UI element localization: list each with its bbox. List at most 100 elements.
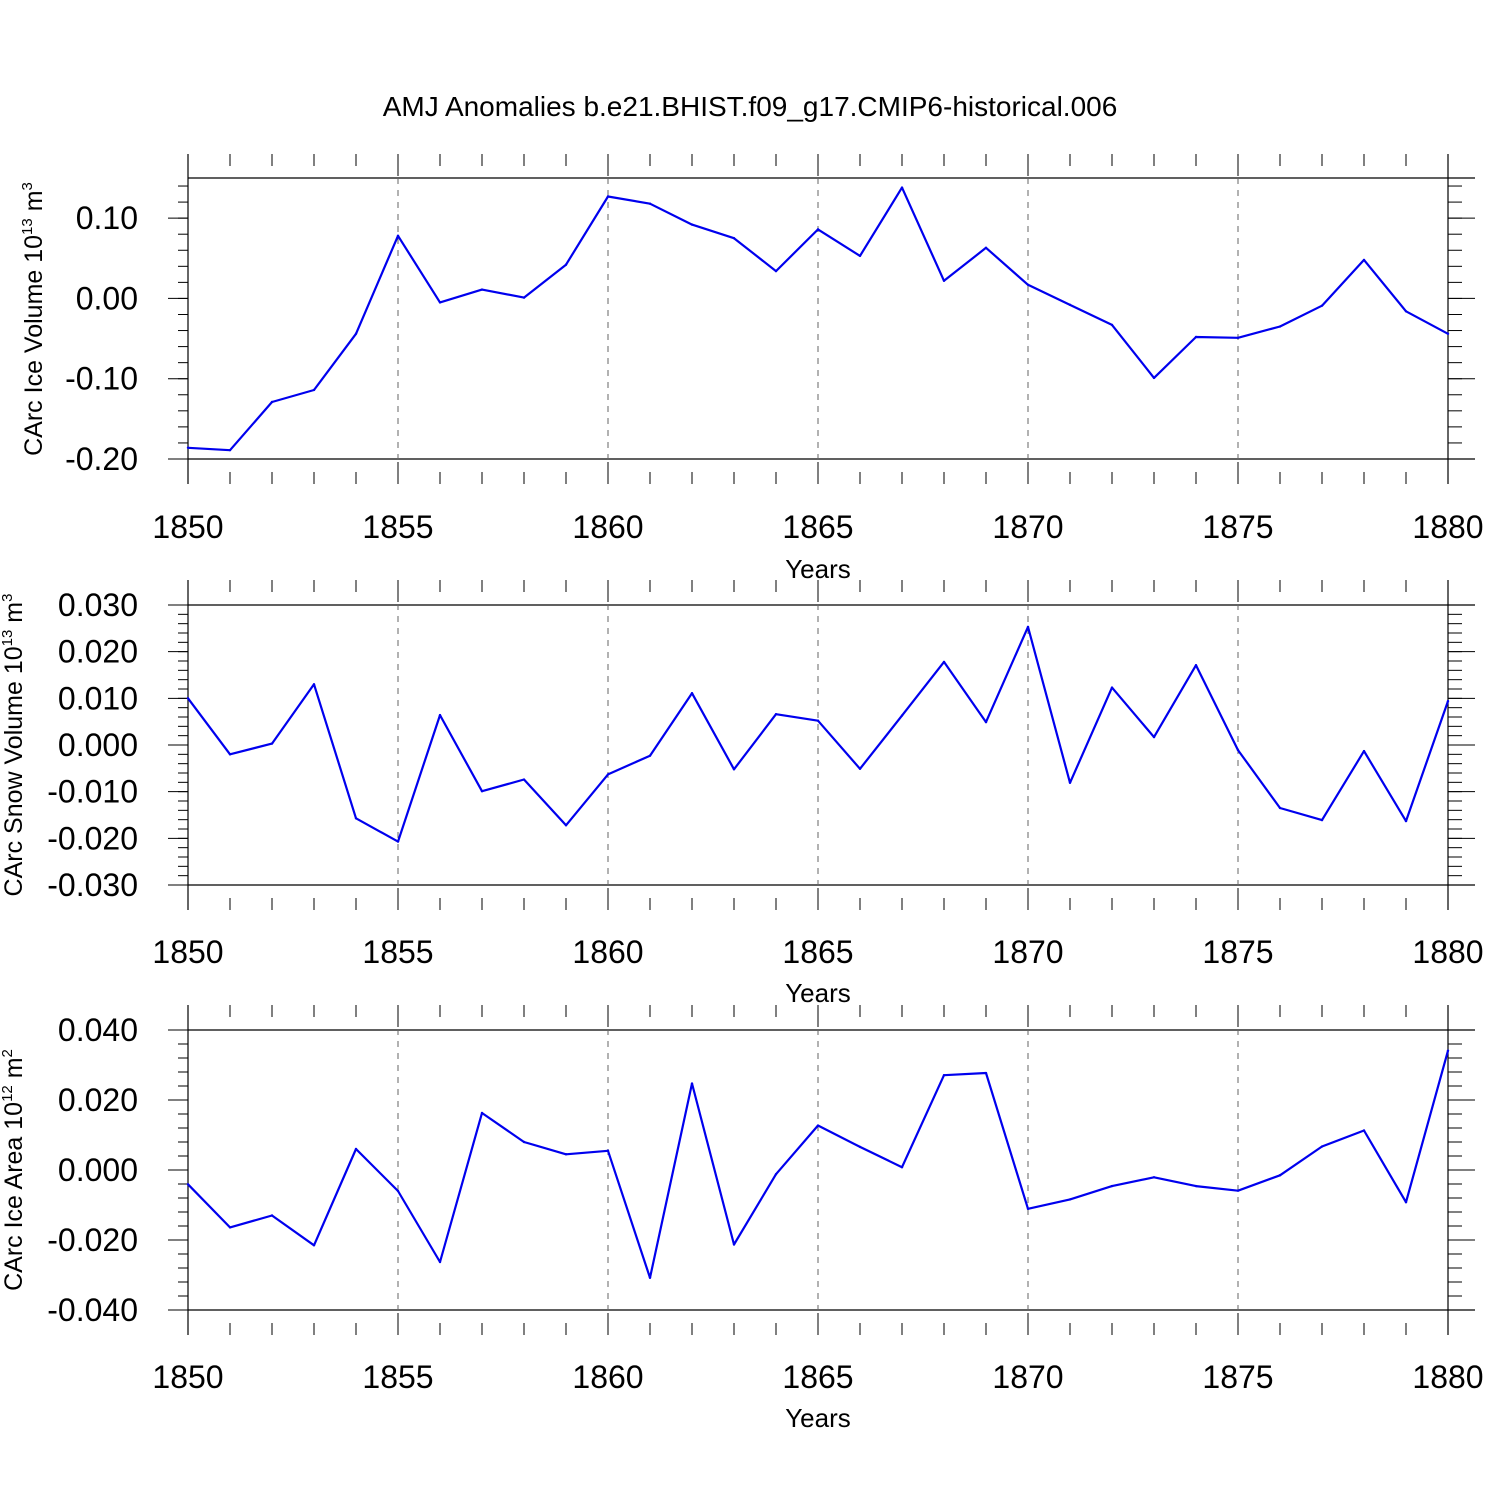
data-point xyxy=(1320,818,1324,822)
data-point xyxy=(1068,781,1072,784)
x-tick-label: 1875 xyxy=(1202,934,1273,970)
y-tick-label: -0.030 xyxy=(47,867,138,903)
data-point xyxy=(690,692,694,695)
data-point xyxy=(942,1073,946,1077)
data-point xyxy=(1404,819,1408,823)
data-point xyxy=(564,263,568,266)
data-point xyxy=(186,1183,190,1186)
data-point xyxy=(1068,303,1072,307)
data-point xyxy=(1320,1145,1324,1148)
data-point xyxy=(1110,323,1114,327)
data-point xyxy=(1236,1189,1240,1192)
data-point xyxy=(984,1071,988,1075)
data-point xyxy=(1068,1198,1072,1201)
data-point xyxy=(1404,310,1408,313)
data-point xyxy=(858,254,862,258)
data-point xyxy=(1278,806,1282,810)
data-point xyxy=(522,296,526,299)
data-point xyxy=(606,195,610,198)
data-point xyxy=(1446,332,1450,335)
y-tick-label: -0.020 xyxy=(47,1222,138,1258)
data-point xyxy=(312,683,316,686)
data-point xyxy=(1278,1174,1282,1177)
x-axis-label: Years xyxy=(785,1403,851,1433)
data-point xyxy=(1152,376,1156,380)
x-tick-label: 1860 xyxy=(572,1359,643,1395)
data-point xyxy=(1152,1176,1156,1179)
data-point xyxy=(480,288,484,291)
chart-panel-3: 1850 1855 1860 1865 1870 1875 1880 0.040 0.020 0.… xyxy=(0,1005,1484,1433)
x-tick-label: 1870 xyxy=(992,1359,1063,1395)
y-axis-label: CArc Ice Volume 1013 m3 xyxy=(19,182,48,456)
data-point xyxy=(438,713,442,717)
x-tick-label: 1875 xyxy=(1202,509,1273,545)
data-point xyxy=(354,332,358,335)
y-tick-label: 0.020 xyxy=(58,1082,138,1118)
data-point xyxy=(228,753,232,756)
data-point xyxy=(858,1145,862,1149)
data-point xyxy=(984,720,988,724)
x-tick-label: 1850 xyxy=(152,509,223,545)
y-tick-label: -0.20 xyxy=(65,441,138,477)
data-point xyxy=(816,1124,820,1127)
data-point xyxy=(270,1214,274,1217)
data-point xyxy=(438,301,442,304)
x-axis-label: Years xyxy=(785,554,851,584)
data-point xyxy=(648,754,652,757)
data-point xyxy=(648,1276,652,1280)
data-point xyxy=(1446,1049,1450,1052)
data-point xyxy=(774,713,778,716)
data-point xyxy=(900,1166,904,1169)
data-point xyxy=(564,824,568,827)
data-point xyxy=(1362,1129,1366,1132)
x-tick-label: 1860 xyxy=(572,509,643,545)
data-point xyxy=(186,697,190,700)
data-point xyxy=(312,1244,316,1247)
data-point xyxy=(984,246,988,250)
data-point xyxy=(774,269,778,273)
data-point xyxy=(312,388,316,392)
y-tick-label: 0.000 xyxy=(58,1152,138,1188)
data-point xyxy=(1362,749,1366,753)
x-tick-label: 1875 xyxy=(1202,1359,1273,1395)
data-point xyxy=(606,1149,610,1152)
data-point xyxy=(774,1173,778,1176)
data-point xyxy=(1026,625,1030,629)
data-point xyxy=(354,817,358,820)
y-tick-label: 0.10 xyxy=(76,200,138,236)
y-tick-label: -0.040 xyxy=(47,1292,138,1328)
data-point xyxy=(690,223,694,226)
x-tick-label: 1870 xyxy=(992,509,1063,545)
data-point xyxy=(270,742,274,745)
data-point xyxy=(942,660,946,664)
data-point xyxy=(270,400,274,404)
y-tick-label: 0.030 xyxy=(58,587,138,623)
y-axis-label: CArc Snow Volume 1013 m3 xyxy=(0,594,28,897)
x-tick-label: 1880 xyxy=(1412,934,1483,970)
data-point xyxy=(606,773,610,776)
data-point xyxy=(1026,1207,1030,1211)
data-point xyxy=(564,1153,568,1156)
chart-title: AMJ Anomalies b.e21.BHIST.f09_g17.CMIP6-… xyxy=(383,91,1118,122)
data-point xyxy=(522,778,526,781)
data-point xyxy=(228,448,232,452)
data-point xyxy=(1278,325,1282,328)
data-point xyxy=(858,767,862,770)
data-point xyxy=(1236,336,1240,339)
data-point xyxy=(1194,1184,1198,1188)
data-point xyxy=(690,1082,694,1085)
data-point xyxy=(522,1140,526,1144)
y-tick-label: -0.10 xyxy=(65,361,138,397)
chart-panel-2: 1850 1855 1860 1865 1870 1875 1880 0.030 0.020 0.… xyxy=(0,580,1484,1008)
data-point xyxy=(1026,283,1030,286)
data-point xyxy=(732,768,736,771)
data-point xyxy=(1320,304,1324,307)
x-tick-label: 1850 xyxy=(152,934,223,970)
x-tick-label: 1865 xyxy=(782,509,853,545)
data-point xyxy=(1236,748,1240,752)
data-point xyxy=(816,228,820,231)
data-point xyxy=(354,1147,358,1151)
data-point xyxy=(732,237,736,240)
